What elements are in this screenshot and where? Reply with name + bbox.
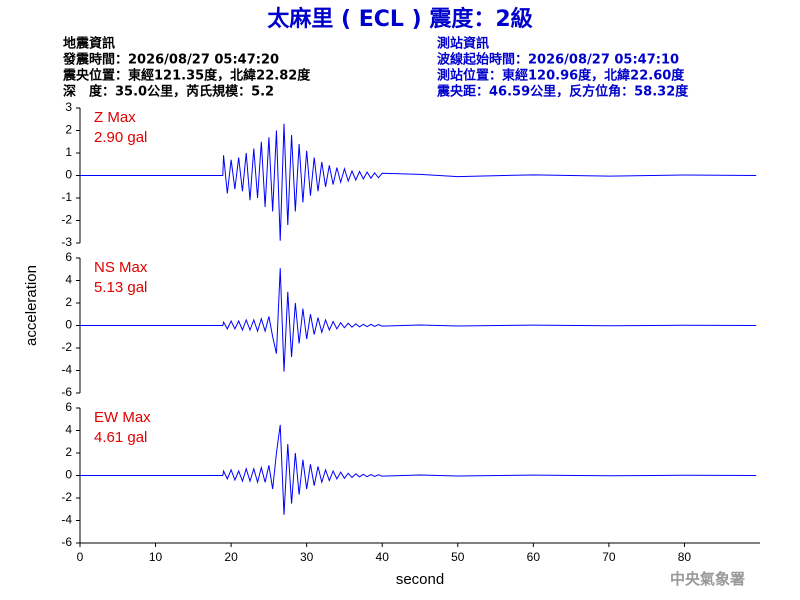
y-tick-label: -3 (61, 235, 72, 249)
y-tick-label: -6 (61, 385, 72, 399)
y-tick-label: -2 (61, 213, 72, 227)
max-label: 2.90 gal (94, 129, 147, 146)
info-left: 地震資訊 (63, 36, 115, 52)
y-tick-label: 2 (65, 295, 72, 309)
max-label: Z Max (94, 109, 136, 126)
y-axis-label: acceleration (23, 265, 40, 346)
x-tick-label: 20 (224, 550, 238, 564)
x-tick-label: 60 (527, 550, 541, 564)
y-tick-label: 2 (65, 445, 72, 459)
info-left: 發震時間：2026/08/27 05:47:20 (62, 52, 279, 68)
waveform (80, 123, 757, 241)
info-right: 波線起始時間：2026/08/27 05:47:10 (437, 52, 679, 68)
x-tick-label: 80 (678, 550, 692, 564)
y-tick-label: -6 (61, 535, 72, 549)
y-tick-label: -4 (61, 513, 72, 527)
y-tick-label: 2 (65, 123, 72, 137)
y-tick-label: -4 (61, 363, 72, 377)
watermark: 中央氣象署 (670, 570, 745, 588)
x-tick-label: 0 (77, 550, 84, 564)
info-left: 震央位置：東經121.35度，北緯22.82度 (62, 68, 311, 84)
max-label: 4.61 gal (94, 429, 147, 446)
x-axis-label: second (396, 571, 444, 588)
y-tick-label: 4 (65, 273, 72, 287)
title: 太麻里 ( ECL ) 震度：2級 (267, 6, 532, 32)
y-tick-label: 6 (65, 400, 72, 414)
y-tick-label: -2 (61, 340, 72, 354)
max-label: NS Max (94, 259, 148, 276)
y-tick-label: 0 (65, 318, 72, 332)
max-label: EW Max (94, 409, 151, 426)
info-right: 震央距：46.59公里，反方位角：58.32度 (436, 84, 689, 100)
y-tick-label: 4 (65, 423, 72, 437)
y-tick-label: -2 (61, 490, 72, 504)
waveform (80, 424, 757, 515)
info-right: 測站位置：東經120.96度，北緯22.60度 (437, 68, 685, 84)
info-right: 測站資訊 (437, 36, 489, 52)
x-tick-label: 30 (300, 550, 314, 564)
x-tick-label: 10 (149, 550, 163, 564)
y-tick-label: 6 (65, 250, 72, 264)
y-tick-label: 1 (65, 145, 72, 159)
y-tick-label: 0 (65, 468, 72, 482)
x-tick-label: 40 (376, 550, 390, 564)
y-tick-label: 0 (65, 168, 72, 182)
x-tick-label: 50 (451, 550, 465, 564)
x-tick-label: 70 (602, 550, 616, 564)
max-label: 5.13 gal (94, 279, 147, 296)
waveform (80, 268, 757, 372)
info-left: 深 度：35.0公里，芮氏規模：5.2 (63, 84, 274, 100)
y-tick-label: 3 (65, 100, 72, 114)
y-tick-label: -1 (61, 190, 72, 204)
